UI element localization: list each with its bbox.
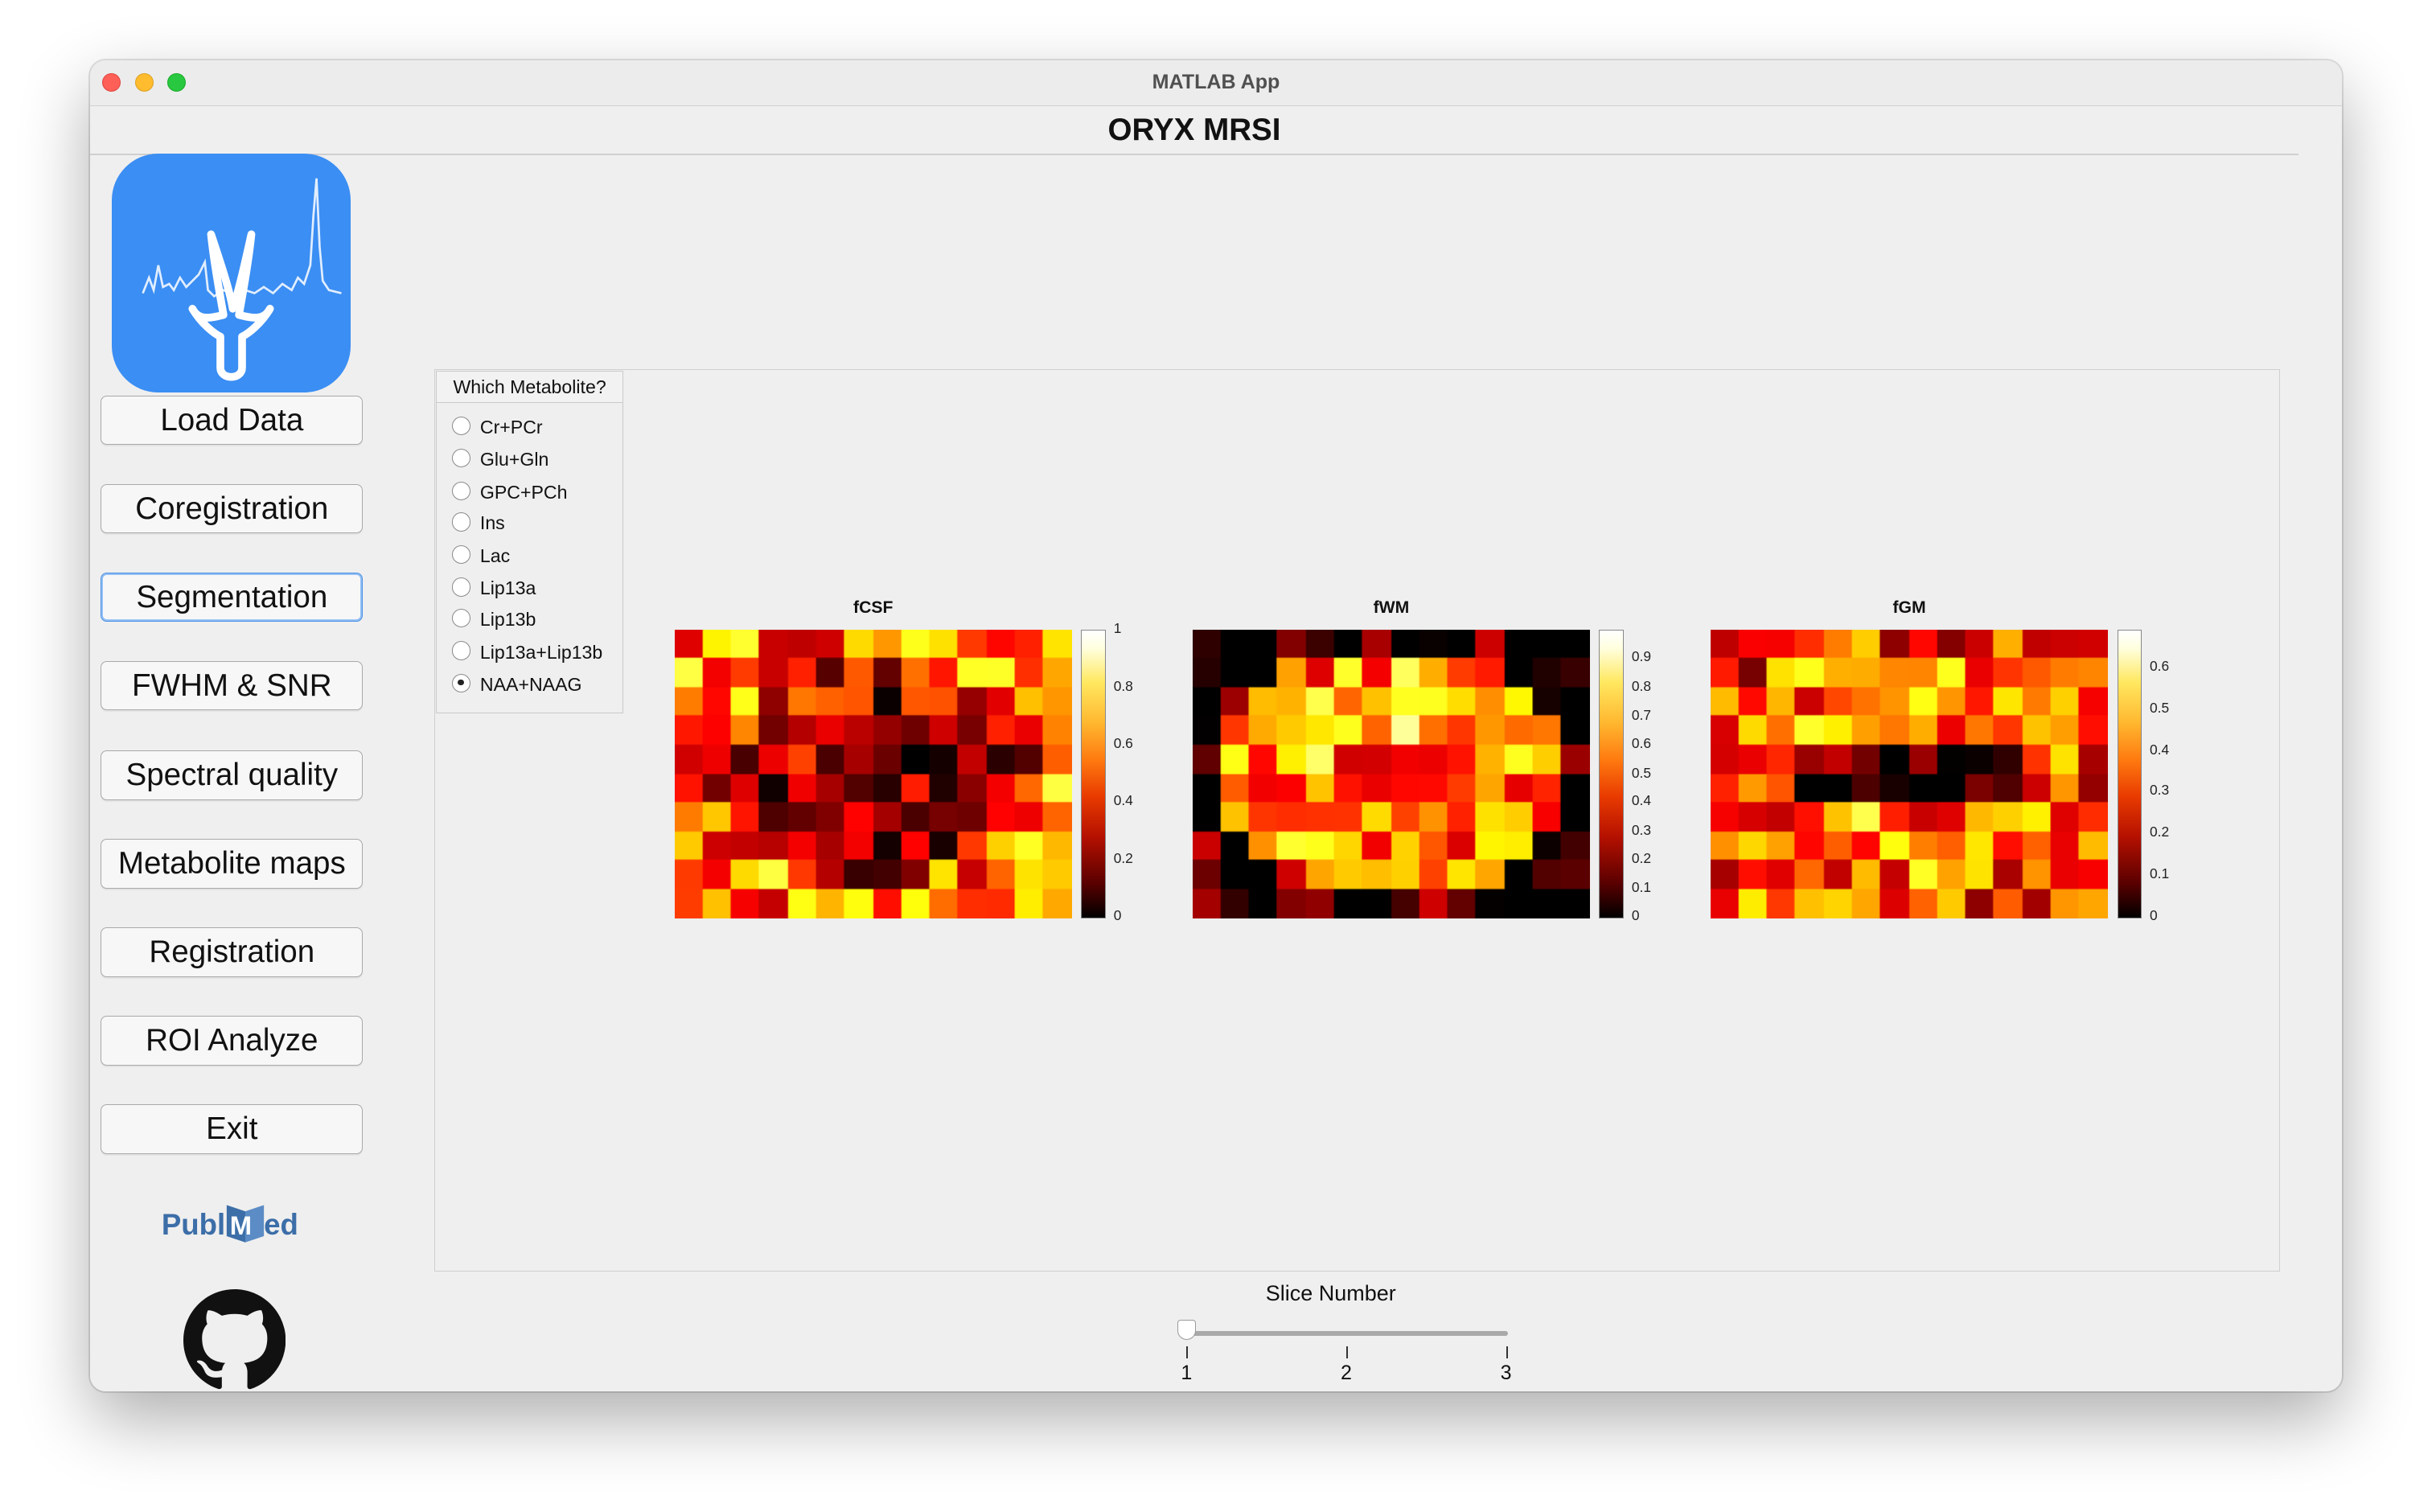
- colorbar-tick: 0.7: [1631, 707, 1651, 724]
- svg-text:Publ: Publ: [162, 1208, 225, 1241]
- fwm-heatmap: [1193, 629, 1590, 918]
- oryx-logo-icon: [111, 153, 351, 392]
- minimize-window-button[interactable]: [134, 72, 154, 92]
- colorbar-tick: 0.1: [2150, 865, 2170, 882]
- zoom-window-button[interactable]: [167, 72, 187, 92]
- radio-label: Lip13a+Lip13b: [479, 641, 603, 663]
- metabolite-selector: Which Metabolite? Cr+PCr Glu+Gln GPC+PCh…: [435, 370, 624, 714]
- colorbar-tick: 0.4: [1113, 792, 1133, 809]
- radio-button-circle[interactable]: [452, 641, 471, 660]
- map-title: fGM: [1892, 598, 1926, 618]
- radio-button-circle[interactable]: [452, 577, 471, 597]
- colorbar-tick: 0.8: [1631, 677, 1651, 694]
- colorbar-tick: 0: [1631, 907, 1640, 924]
- colorbar-tick: 0.6: [2150, 657, 2170, 674]
- github-icon[interactable]: [183, 1288, 286, 1391]
- colorbar: [1599, 629, 1625, 918]
- colorbar-tick: 0.3: [2150, 781, 2170, 798]
- colorbar-tick: 0.6: [1113, 735, 1133, 752]
- colorbar-tick: 0: [1113, 907, 1122, 924]
- radio-button-circle[interactable]: [452, 416, 471, 435]
- radio-label: Ins: [479, 512, 505, 534]
- radio-selected-dot: [457, 679, 464, 686]
- registration-button[interactable]: Registration: [101, 927, 364, 977]
- radio-button-circle[interactable]: [452, 673, 471, 693]
- colorbar: [2117, 629, 2142, 918]
- radio-button-circle[interactable]: [452, 481, 471, 500]
- svg-text:M: M: [229, 1210, 251, 1240]
- colorbar-tick: 0.9: [1631, 648, 1651, 665]
- fwhm-snr-button[interactable]: FWHM & SNR: [101, 660, 364, 711]
- slider-tick-label: 1: [1181, 1362, 1193, 1385]
- radio-label: Glu+Gln: [479, 449, 549, 470]
- colorbar-tick: 0.1: [1631, 879, 1651, 896]
- segmentation-button[interactable]: Segmentation: [101, 572, 364, 622]
- app-window: MATLAB App ORYX MRSI Load Data Coregistr…: [89, 60, 2343, 1391]
- slice-slider-track[interactable]: [1188, 1330, 1508, 1336]
- svg-text:ed: ed: [264, 1208, 298, 1241]
- app-title: ORYX MRSI: [1107, 113, 1281, 148]
- colorbar-tick: 0.8: [1113, 677, 1133, 694]
- radio-label: NAA+NAAG: [479, 674, 582, 696]
- colorbar-tick: 0.2: [1113, 849, 1133, 866]
- colorbar-tick: 0.6: [1631, 735, 1651, 752]
- roi-analyze-button[interactable]: ROI Analyze: [101, 1016, 364, 1066]
- slider-tick-mark: [1186, 1346, 1189, 1359]
- colorbar: [1081, 629, 1107, 918]
- radio-label: Lac: [479, 544, 511, 566]
- coregistration-button[interactable]: Coregistration: [101, 483, 364, 534]
- pubmed-link[interactable]: Publ M ed: [158, 1193, 314, 1248]
- radio-label: Lip13a: [479, 577, 536, 599]
- radio-button-circle[interactable]: [452, 544, 471, 565]
- radio-label: Cr+PCr: [479, 416, 543, 438]
- colorbar-tick: 0.2: [2150, 824, 2170, 840]
- exit-button[interactable]: Exit: [101, 1104, 364, 1154]
- load-data-button[interactable]: Load Data: [101, 395, 364, 446]
- window-title: MATLAB App: [1152, 71, 1280, 94]
- radio-label: GPC+PCh: [479, 481, 568, 503]
- slider-tick-mark: [1346, 1346, 1348, 1359]
- colorbar-tick: 0: [2150, 907, 2158, 924]
- radio-button-circle[interactable]: [452, 512, 471, 532]
- fcsf-heatmap: [674, 629, 1072, 918]
- colorbar-tick: 0.4: [1631, 792, 1651, 809]
- colorbar-tick: 0.5: [2150, 699, 2170, 716]
- colorbar-tick: 0.4: [2150, 741, 2170, 758]
- colorbar-tick: 0.3: [1631, 822, 1651, 839]
- metabolite-selector-title: Which Metabolite?: [436, 371, 623, 404]
- radio-button-circle[interactable]: [452, 449, 471, 468]
- close-window-button[interactable]: [102, 72, 121, 92]
- slider-tick-mark: [1506, 1346, 1508, 1359]
- colorbar-tick: 1: [1113, 620, 1122, 637]
- slider-tick-label: 3: [1500, 1362, 1512, 1385]
- map-title: fWM: [1373, 598, 1410, 618]
- radio-button-circle[interactable]: [452, 608, 471, 628]
- map-title: fCSF: [853, 598, 894, 618]
- slice-slider-thumb[interactable]: [1177, 1320, 1196, 1341]
- metabolite-maps-button[interactable]: Metabolite maps: [101, 839, 364, 890]
- colorbar-tick: 0.5: [1631, 764, 1651, 781]
- fgm-heatmap: [1711, 629, 2108, 918]
- title-divider: [89, 153, 2299, 155]
- window-titlebar: MATLAB App: [89, 60, 2343, 107]
- radio-label: Lip13b: [479, 609, 536, 631]
- display-panel: [433, 368, 2281, 1272]
- spectral-quality-button[interactable]: Spectral quality: [101, 750, 364, 801]
- slice-slider-label: Slice Number: [1265, 1281, 1396, 1305]
- slider-tick-label: 2: [1341, 1362, 1352, 1385]
- colorbar-tick: 0.2: [1631, 849, 1651, 866]
